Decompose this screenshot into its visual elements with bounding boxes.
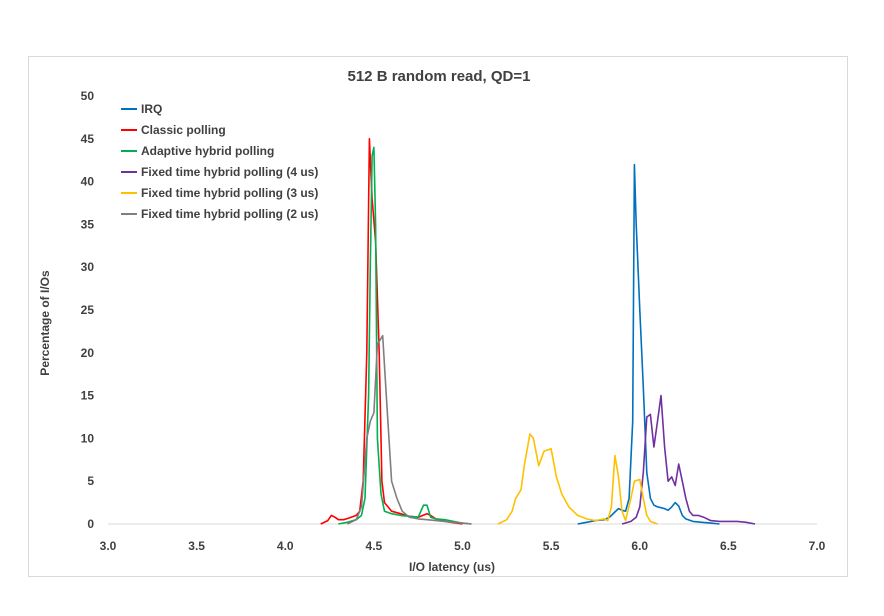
legend-label: Fixed time hybrid polling (3 us) [141,186,318,200]
y-tick-label: 25 [81,303,95,317]
y-tick-label: 15 [81,389,95,403]
legend-label: IRQ [141,102,162,116]
chart-frame: 512 B random read, QD=1 3.0 3.5 4.0 4.5 5.0 5… [28,56,848,577]
x-tick-label: 5.0 [454,539,471,553]
y-tick-label: 30 [81,260,95,274]
series-line-adaptive-hybrid-polling [338,146,472,525]
y-tick-label: 45 [81,132,95,146]
chart-title: 512 B random read, QD=1 [348,68,531,85]
series-line-fixed-time-hybrid-polling-4-us [621,394,756,525]
legend-label: Classic polling [141,123,226,137]
x-tick-label: 5.5 [543,539,560,553]
x-tick-label: 4.5 [366,539,383,553]
y-tick-label: 40 [81,175,95,189]
series-line-fixed-time-hybrid-polling-3-us [497,433,658,525]
y-tick-label: 10 [81,431,95,445]
legend-label: Fixed time hybrid polling (2 us) [141,207,318,221]
y-tick-label: 50 [81,89,95,103]
series-line-fixed-time-hybrid-polling-2-us [346,334,472,525]
legend-label: Fixed time hybrid polling (4 us) [141,165,318,179]
x-tick-label: 3.5 [188,539,205,553]
line-chart: 512 B random read, QD=1 3.0 3.5 4.0 4.5 5.0 5… [38,68,826,574]
y-tick-label: 0 [87,517,94,531]
x-tick-label: 7.0 [809,539,826,553]
x-tick-label: 4.0 [277,539,294,553]
series-line-irq [577,163,720,525]
y-tick-label: 20 [81,346,95,360]
x-tick-label: 6.0 [631,539,648,553]
y-tick-label: 35 [81,217,95,231]
legend-label: Adaptive hybrid polling [141,144,274,158]
x-tick-label: 6.5 [720,539,737,553]
x-axis-label: I/O latency (us) [409,560,495,574]
x-tick-label: 3.0 [100,539,117,553]
y-axis-label: Percentage of I/Os [38,270,52,376]
series-line-classic-polling [320,138,463,525]
y-tick-label: 5 [87,474,94,488]
